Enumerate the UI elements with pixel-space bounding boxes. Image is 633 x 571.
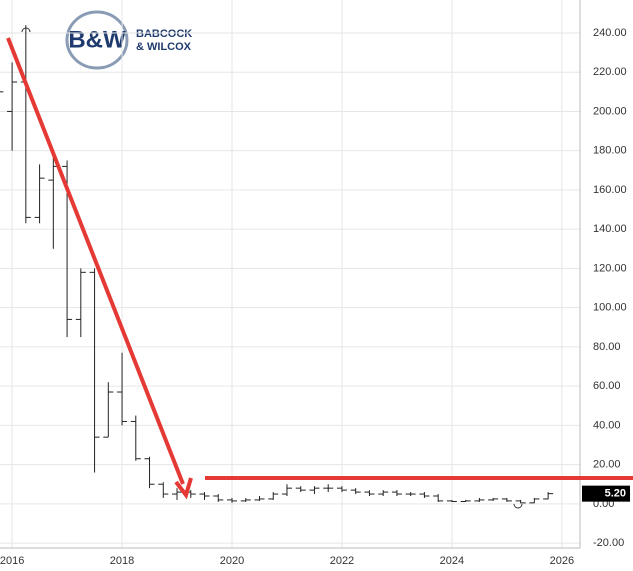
arrow-head	[174, 477, 193, 500]
y-tick-label: 160.00	[593, 184, 627, 196]
y-tick-label: 140.00	[593, 223, 627, 235]
event-marker	[21, 27, 31, 33]
y-tick-label: 240.00	[593, 27, 627, 39]
x-tick-label: 2026	[550, 555, 574, 567]
y-tick-label: -20.00	[593, 537, 624, 549]
y-tick-label: 80.00	[593, 341, 621, 353]
x-tick-label: 2024	[440, 555, 464, 567]
y-tick-label: 200.00	[593, 105, 627, 117]
y-tick-label: 100.00	[593, 302, 627, 314]
x-tick-label: 2020	[220, 555, 244, 567]
event-marker	[513, 503, 523, 509]
logo-ring	[65, 10, 129, 70]
last-price-box	[582, 485, 630, 502]
y-tick-label: 120.00	[593, 262, 627, 274]
y-tick-label: 60.00	[593, 380, 621, 392]
logo-text: BABCOCK	[136, 28, 192, 40]
y-tick-label: 220.00	[593, 66, 627, 78]
logo-mark: B&W	[68, 26, 126, 53]
x-tick-label: 2022	[330, 555, 354, 567]
logo-text: & WILCOX	[136, 41, 192, 53]
trend-arrow	[6, 37, 185, 485]
x-tick-label: 2016	[0, 555, 24, 567]
y-tick-label: 40.00	[593, 419, 621, 431]
x-tick-label: 2018	[110, 555, 134, 567]
y-tick-label: 20.00	[593, 459, 621, 471]
last-price-label: 5.20	[605, 488, 626, 500]
y-tick-label: 180.00	[593, 145, 627, 157]
